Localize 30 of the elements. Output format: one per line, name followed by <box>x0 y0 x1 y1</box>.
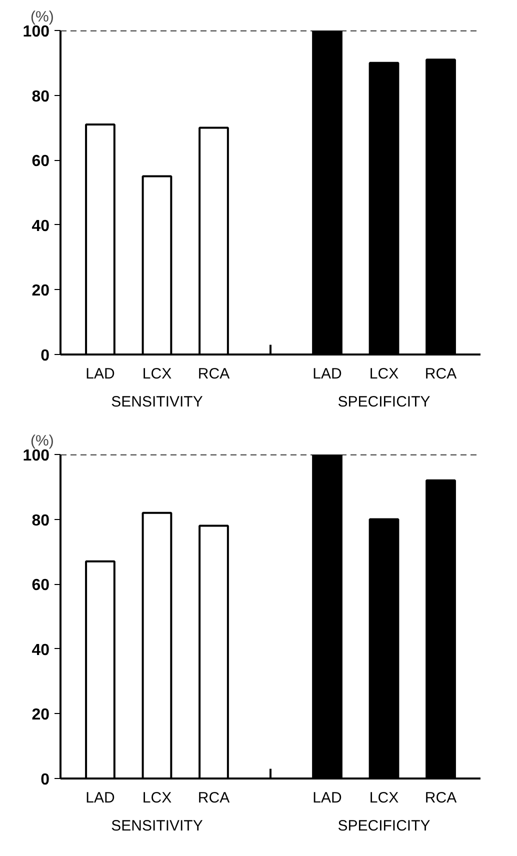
x-tick-label: LCX <box>142 366 172 382</box>
text: SPECIFICITY <box>338 394 430 410</box>
x-tick-label: RCA <box>198 366 230 382</box>
y-tick-label: 20 <box>32 706 50 724</box>
y-tick-label: 100 <box>22 24 50 40</box>
y-tick-label: 60 <box>32 153 50 170</box>
text: SPECIFICITY <box>338 818 430 834</box>
x-tick-label: LAD <box>86 790 115 806</box>
y-tick-label: 60 <box>32 577 50 594</box>
text: SENSITIVITY <box>111 394 203 410</box>
y-tick-label: 0 <box>40 772 50 788</box>
x-tick-label: LAD <box>312 790 342 806</box>
text: SENSITIVITY <box>111 818 203 834</box>
y-axis-title: (%) <box>30 432 54 450</box>
x-tick-label: LCX <box>369 790 399 806</box>
y-tick-label: 80 <box>32 88 50 106</box>
x-tick-label: LAD <box>86 366 115 382</box>
x-tick-label: RCA <box>424 790 457 806</box>
x-tick-label: LCX <box>142 790 172 806</box>
y-tick-label: 40 <box>32 218 50 235</box>
y-tick-label: 100 <box>22 448 50 464</box>
y-tick-label: 80 <box>32 512 50 530</box>
y-tick-label: 20 <box>32 282 50 300</box>
x-tick-label: RCA <box>198 790 230 806</box>
y-tick-label: 0 <box>40 348 50 364</box>
x-tick-label: RCA <box>424 366 457 382</box>
y-tick-label: 40 <box>32 642 50 659</box>
x-tick-label: LAD <box>312 366 342 382</box>
y-axis-title: (%) <box>30 8 54 26</box>
x-tick-label: LCX <box>369 366 399 382</box>
